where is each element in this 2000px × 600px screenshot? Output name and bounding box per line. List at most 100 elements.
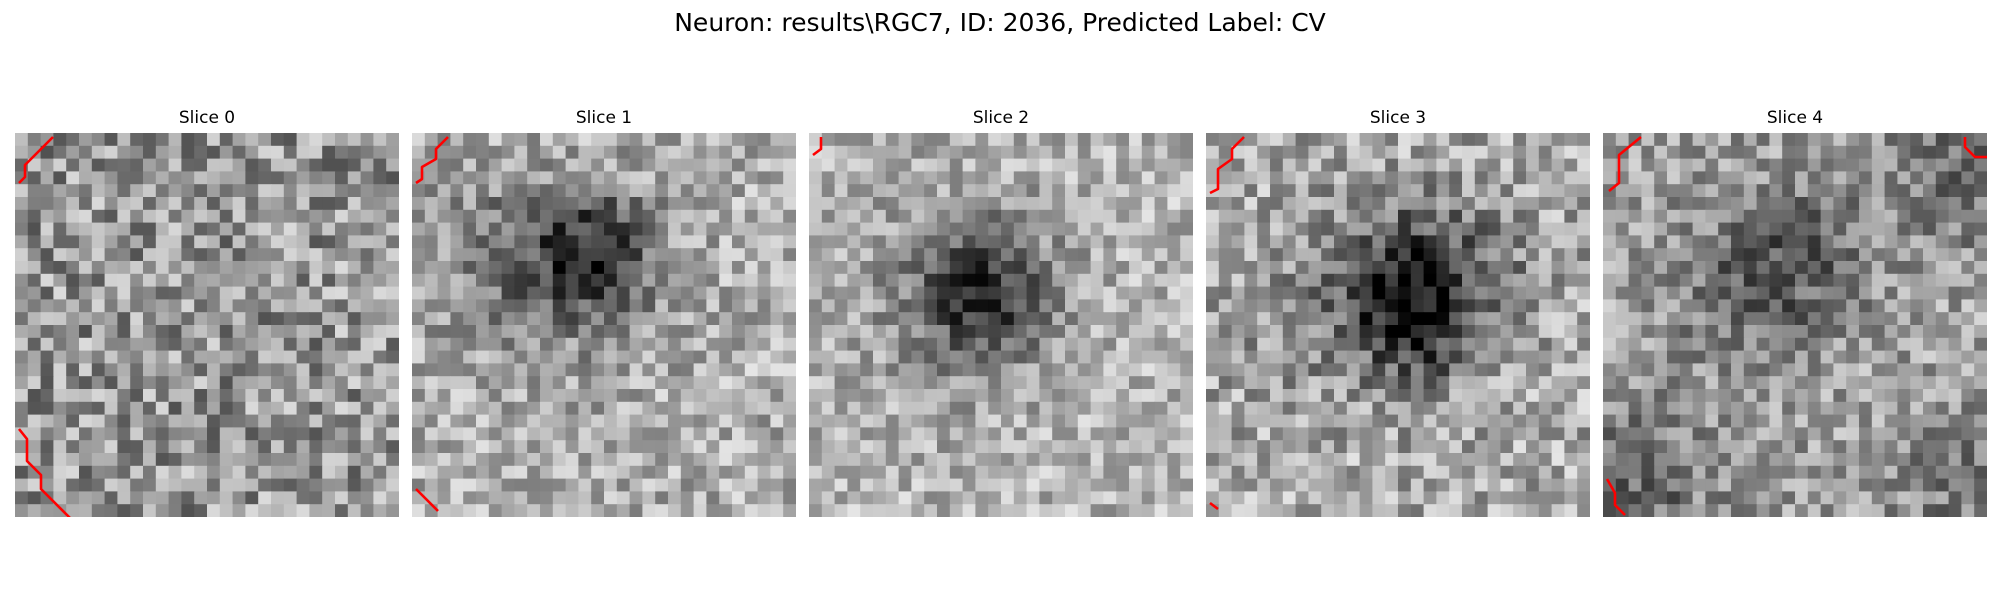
heatmap-cell <box>1743 184 1758 198</box>
heatmap-cell <box>962 222 976 236</box>
heatmap-cell <box>1462 145 1476 160</box>
heatmap-cell <box>616 440 631 454</box>
heatmap-cell <box>1871 350 1886 364</box>
heatmap-cell <box>15 184 29 198</box>
heatmap-cell <box>1065 261 1079 275</box>
heatmap-cell <box>655 427 669 441</box>
heatmap-cell <box>783 312 796 326</box>
heatmap-cell <box>1410 350 1425 364</box>
heatmap-cell <box>1244 337 1258 352</box>
heatmap-cell <box>962 504 976 517</box>
heatmap-cell <box>1974 350 1987 364</box>
heatmap-cell <box>501 145 515 160</box>
heatmap-cell <box>322 363 336 377</box>
heatmap-cell <box>1551 184 1565 198</box>
heatmap-cell <box>373 337 387 352</box>
heatmap-cell <box>809 453 823 467</box>
heatmap-cell <box>40 299 54 313</box>
heatmap-cell <box>207 427 221 441</box>
heatmap-cell <box>488 184 503 198</box>
heatmap-cell <box>1321 427 1335 441</box>
heatmap-cell <box>668 376 682 390</box>
heatmap-cell <box>1538 325 1553 339</box>
heatmap-cell <box>207 478 221 492</box>
heatmap-cell <box>1807 478 1822 492</box>
heatmap-cell <box>629 222 643 236</box>
heatmap-cell <box>1564 401 1578 416</box>
heatmap-cell <box>1334 145 1348 160</box>
heatmap-cell <box>988 184 1002 198</box>
heatmap-cell <box>258 389 272 403</box>
heatmap-cell <box>732 248 746 262</box>
heatmap-cell <box>1103 299 1117 313</box>
heatmap-cell <box>1564 286 1578 300</box>
heatmap-cell <box>629 465 643 480</box>
heatmap-cell <box>975 261 989 275</box>
heatmap-cell <box>476 350 490 364</box>
heatmap-cell <box>757 389 771 403</box>
heatmap-cell <box>1526 363 1540 377</box>
heatmap-cell <box>104 478 118 492</box>
heatmap-cell <box>245 286 259 300</box>
heatmap-cell <box>1628 427 1642 441</box>
heatmap-cell <box>1756 401 1770 416</box>
heatmap-cell <box>1282 235 1297 249</box>
heatmap-cell <box>642 453 656 467</box>
heatmap-cell <box>66 440 80 454</box>
heatmap-cell <box>1615 389 1630 403</box>
heatmap-cell <box>1154 209 1168 224</box>
heatmap-cell <box>1154 376 1168 390</box>
heatmap-cell <box>1679 491 1694 505</box>
heatmap-cell <box>719 299 733 313</box>
heatmap-cell <box>1436 248 1450 262</box>
heatmap-cell <box>1961 222 1975 236</box>
heatmap-cell <box>1667 453 1681 467</box>
heatmap-cell <box>1052 363 1066 377</box>
heatmap-cell <box>642 261 656 275</box>
heatmap-cell <box>1564 325 1578 339</box>
heatmap-cell <box>860 299 874 313</box>
heatmap-cell <box>1334 453 1348 467</box>
heatmap-cell <box>66 133 80 147</box>
heatmap-cell <box>744 197 759 211</box>
heatmap-cell <box>540 401 554 416</box>
heatmap-cell <box>1974 491 1987 505</box>
heatmap-cell <box>1795 440 1809 454</box>
heatmap-cell <box>79 453 93 467</box>
heatmap-cell <box>1603 133 1617 147</box>
heatmap-cell <box>1692 440 1706 454</box>
heatmap-cell <box>1577 286 1590 300</box>
heatmap-cell <box>488 453 503 467</box>
heatmap-cell <box>552 248 567 262</box>
heatmap-cell <box>821 427 836 441</box>
heatmap-cell <box>911 427 925 441</box>
heatmap-cell <box>1910 504 1924 517</box>
heatmap-cell <box>821 209 836 224</box>
heatmap-cell <box>296 453 310 467</box>
heatmap-cell <box>1743 389 1758 403</box>
heatmap-cell <box>1615 350 1630 364</box>
heatmap-cell <box>1859 273 1873 288</box>
heatmap-cell <box>1462 248 1476 262</box>
heatmap-cell <box>1359 478 1373 492</box>
heatmap-cell <box>1705 158 1719 172</box>
heatmap-cell <box>117 235 131 249</box>
heatmap-cell <box>604 363 618 377</box>
heatmap-cell <box>578 337 592 352</box>
heatmap-cell <box>1129 312 1143 326</box>
heatmap-cell <box>309 184 323 198</box>
heatmap-cell <box>975 273 989 288</box>
heatmap-cell <box>1423 312 1437 326</box>
heatmap-cell <box>552 414 567 428</box>
heatmap-cell <box>219 350 234 364</box>
heatmap-cell <box>706 235 720 249</box>
heatmap-cell <box>1410 401 1425 416</box>
heatmap-cell <box>1897 350 1911 364</box>
heatmap-cell <box>347 363 362 377</box>
heatmap-cell <box>155 363 170 377</box>
heatmap-cell <box>488 440 503 454</box>
heatmap-cell <box>860 465 874 480</box>
heatmap-cell <box>1026 273 1040 288</box>
heatmap-cell <box>1743 414 1758 428</box>
heatmap-cell <box>604 312 618 326</box>
